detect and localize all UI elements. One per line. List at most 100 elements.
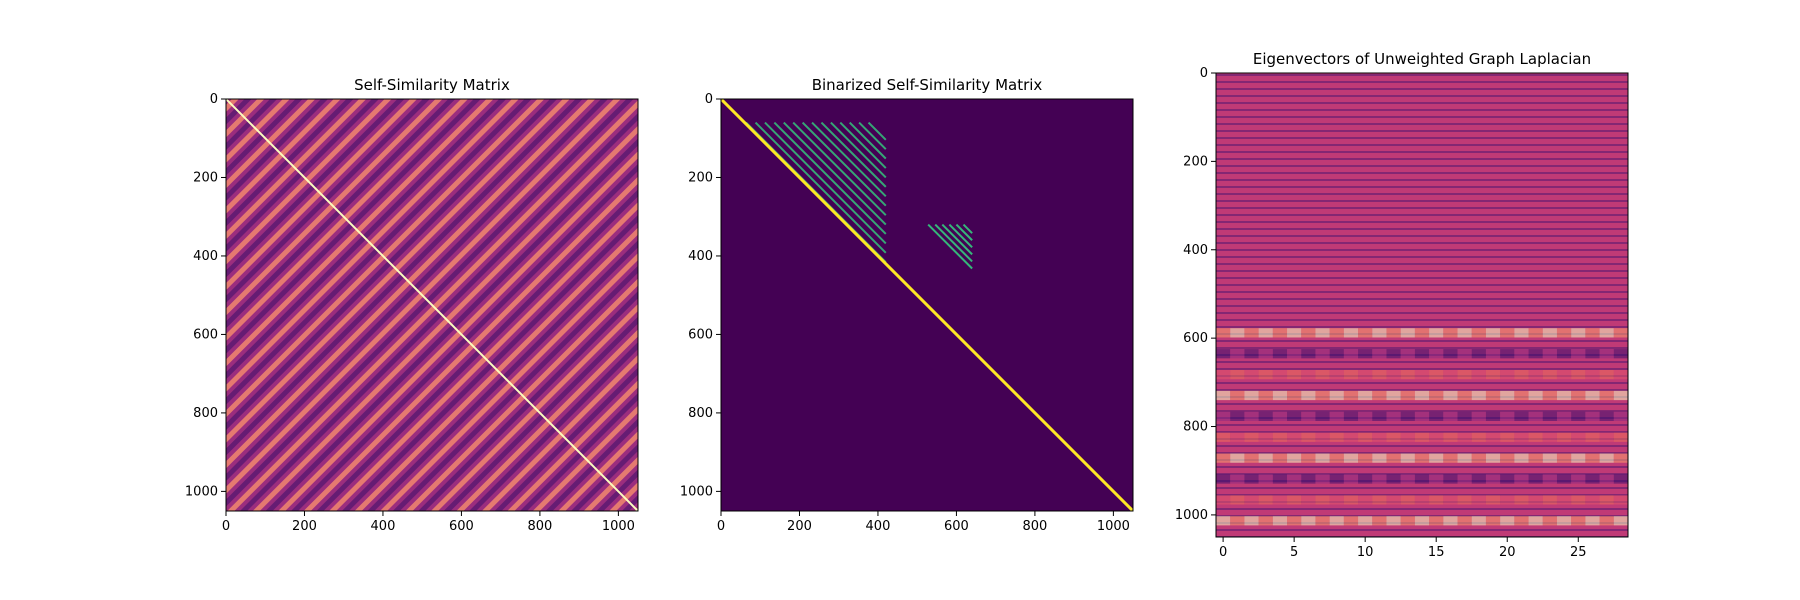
eigen-cell xyxy=(1485,328,1501,338)
chart-title: Self-Similarity Matrix xyxy=(354,76,510,94)
axes-frame xyxy=(225,98,639,512)
eigen-cell xyxy=(1315,495,1330,505)
eigen-cell xyxy=(1301,495,1316,505)
eigen-cell xyxy=(1400,495,1415,505)
eigen-cell xyxy=(1542,516,1557,526)
eigen-cell xyxy=(1301,369,1316,380)
eigen-cell xyxy=(1571,328,1586,338)
eigen-cell xyxy=(1457,495,1472,505)
eigen-cell xyxy=(1372,453,1387,463)
eigen-cell xyxy=(1585,432,1600,442)
eigen-cell xyxy=(1414,390,1430,401)
eigen-cell xyxy=(1287,453,1302,463)
eigen-cell xyxy=(1244,411,1259,421)
x-tick-label: 600 xyxy=(944,519,969,534)
eigen-cell xyxy=(1315,328,1330,338)
eigen-cell xyxy=(1585,411,1600,421)
eigen-cell xyxy=(1485,411,1501,421)
eigen-cell xyxy=(1471,369,1486,380)
stripe-mark xyxy=(934,223,973,263)
eigen-cell xyxy=(1343,474,1359,484)
eigen-cell xyxy=(1585,328,1600,338)
eigen-cell xyxy=(1343,390,1359,401)
eigen-cell xyxy=(1400,390,1415,401)
eigen-cell xyxy=(1216,328,1231,338)
eigen-cell xyxy=(1571,349,1586,359)
eigen-cell xyxy=(1429,369,1444,380)
eigen-cell xyxy=(1287,516,1302,526)
eigen-cell xyxy=(1258,474,1273,484)
eigen-cell xyxy=(1386,474,1401,484)
eigen-cell xyxy=(1443,516,1458,526)
eigen-cell xyxy=(1258,516,1273,526)
eigen-cell xyxy=(1542,495,1557,505)
eigen-cell xyxy=(1386,411,1401,421)
axes-frame xyxy=(720,98,1134,512)
eigen-cell xyxy=(1372,349,1387,359)
eigen-cell xyxy=(1528,474,1543,484)
eigen-cell xyxy=(1400,474,1415,484)
eigen-cell xyxy=(1514,349,1529,359)
eigen-cell xyxy=(1500,390,1515,401)
eigen-cell xyxy=(1301,328,1316,338)
eigen-cell xyxy=(1287,369,1302,380)
x-tick-label: 200 xyxy=(787,519,812,534)
eigen-cell xyxy=(1216,390,1231,401)
eigen-cell xyxy=(1301,390,1316,401)
y-tick-label: 200 xyxy=(1183,154,1208,169)
eigen-cell xyxy=(1542,349,1557,359)
eigen-cell xyxy=(1386,516,1401,526)
eigen-cell xyxy=(1429,495,1444,505)
eigen-cell xyxy=(1528,390,1543,401)
eigen-cell xyxy=(1599,432,1614,442)
x-tick-label: 600 xyxy=(449,519,474,534)
eigen-cell xyxy=(1372,390,1387,401)
y-tick-label: 600 xyxy=(688,327,713,342)
eigen-cell xyxy=(1429,474,1444,484)
eigen-cell xyxy=(1358,474,1373,484)
eigen-cell xyxy=(1258,349,1273,359)
x-tick-label: 20 xyxy=(1499,545,1516,560)
eigen-cell xyxy=(1400,369,1415,380)
eigen-cell xyxy=(1443,453,1458,463)
eigen-cell xyxy=(1599,390,1614,401)
eigen-cell xyxy=(1244,390,1259,401)
eigen-cell xyxy=(1358,349,1373,359)
eigen-cell xyxy=(1429,349,1444,359)
eigen-cell xyxy=(1585,495,1600,505)
eigen-cell xyxy=(1372,328,1387,338)
eigen-cell xyxy=(1528,516,1543,526)
eigen-cell xyxy=(1329,495,1344,505)
eigen-cell xyxy=(1457,411,1472,421)
eigen-cell xyxy=(1414,369,1430,380)
eigen-cell xyxy=(1216,474,1231,484)
eigen-cell xyxy=(1258,432,1273,442)
eigen-cell xyxy=(1556,390,1572,401)
x-tick-label: 800 xyxy=(527,519,552,534)
stripe-mark xyxy=(830,121,887,179)
eigen-cell xyxy=(1315,411,1330,421)
eigen-cell xyxy=(1528,369,1543,380)
eigen-cell xyxy=(1500,516,1515,526)
eigen-cell xyxy=(1272,369,1288,380)
eigen-cell xyxy=(1500,474,1515,484)
eigen-cell xyxy=(1329,390,1344,401)
chart-title: Binarized Self-Similarity Matrix xyxy=(812,76,1043,94)
eigen-cell xyxy=(1216,495,1231,505)
eigen-cell xyxy=(1272,390,1288,401)
eigen-cell xyxy=(1216,516,1231,526)
eigen-cell xyxy=(1443,495,1458,505)
eigen-cell xyxy=(1471,390,1486,401)
eigen-cell xyxy=(1429,411,1444,421)
stripe-mark xyxy=(811,121,887,198)
eigen-cell xyxy=(1457,328,1472,338)
eigen-cell xyxy=(1216,349,1231,359)
eigen-cell xyxy=(1528,349,1543,359)
eigen-cell xyxy=(1571,390,1586,401)
eigen-cell xyxy=(1471,328,1486,338)
eigen-cell xyxy=(1556,369,1572,380)
eigen-cell xyxy=(1613,369,1628,380)
eigen-cell xyxy=(1272,474,1288,484)
eigen-cell xyxy=(1471,516,1486,526)
eigen-cell xyxy=(1514,474,1529,484)
